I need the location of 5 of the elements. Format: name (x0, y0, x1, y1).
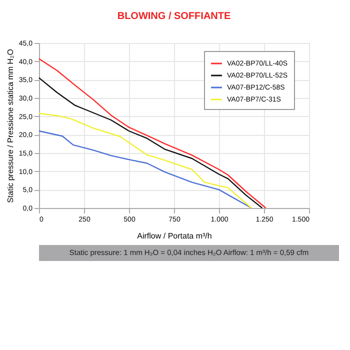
line-series (38, 130, 252, 209)
line-series (38, 112, 252, 209)
x-axis-title: Airflow / Portata m³/h (137, 232, 212, 240)
chart-title: BLOWING / SOFFIANTE (117, 11, 231, 22)
y-axis-title: Static pressure / Pressione statica mm H₂O (6, 49, 15, 203)
